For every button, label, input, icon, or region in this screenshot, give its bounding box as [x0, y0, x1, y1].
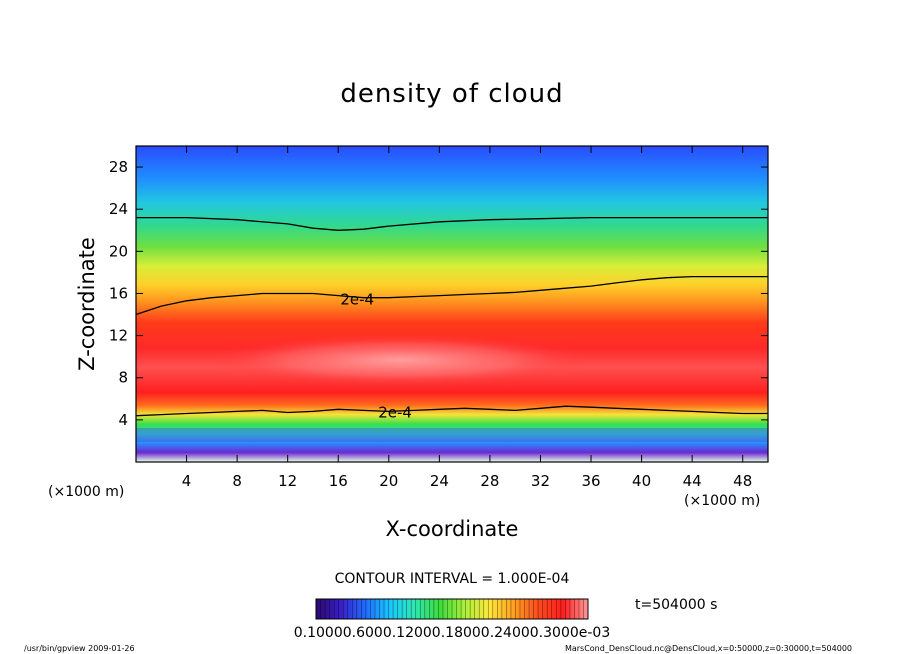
- x-tick-label: 16: [329, 472, 348, 490]
- y-tick-label: 8: [118, 369, 128, 387]
- x-unit-left: (×1000 m): [48, 484, 124, 500]
- contour-upper: [135, 275, 768, 316]
- plot-frame: [135, 145, 769, 463]
- contour-interval-text: CONTOUR INTERVAL = 1.000E-04: [335, 571, 570, 587]
- contour-label: 2e-4: [340, 291, 374, 309]
- x-axis-ticks: 4 8 12 16 20 24 28 32 36 40 44 48: [182, 146, 752, 490]
- x-tick-label: 32: [531, 472, 550, 490]
- y-axis-ticks: 4 8 12 16 20 24 28: [109, 158, 768, 429]
- x-unit-right: (×1000 m): [684, 493, 760, 509]
- contour-lines: [135, 216, 768, 417]
- contour-lower: [135, 405, 768, 417]
- y-axis-label: Z-coordinate: [75, 237, 99, 371]
- ground-noise-band: [136, 428, 768, 442]
- y-tick-label: 28: [109, 158, 128, 176]
- x-tick-label: 48: [733, 472, 752, 490]
- footer-right: MarsCond_DensCloud.nc@DensCloud,x=0:5000…: [565, 644, 852, 653]
- y-tick-label: 16: [109, 284, 128, 302]
- contour-label: 2e-4: [378, 403, 412, 421]
- contour-top: [136, 216, 768, 231]
- contour-labels: 2e-4 2e-4: [340, 291, 412, 422]
- footer-left: /usr/bin/gpview 2009-01-26: [24, 644, 135, 653]
- plot-field: [136, 146, 768, 462]
- x-tick-label: 44: [683, 472, 702, 490]
- x-tick-label: 12: [278, 472, 297, 490]
- chart-title: density of cloud: [340, 79, 563, 109]
- x-tick-label: 8: [232, 472, 242, 490]
- y-tick-label: 4: [118, 411, 128, 429]
- x-tick-label: 40: [632, 472, 651, 490]
- y-tick-label: 24: [109, 200, 128, 218]
- cloud-core-highlight: [210, 334, 590, 386]
- y-tick-label: 20: [109, 242, 128, 260]
- x-tick-label: 24: [430, 472, 449, 490]
- x-tick-label: 4: [182, 472, 192, 490]
- x-tick-label: 20: [379, 472, 398, 490]
- x-tick-label: 36: [581, 472, 600, 490]
- x-tick-label: 28: [480, 472, 499, 490]
- time-label: t=504000 s: [635, 597, 717, 613]
- y-tick-label: 12: [109, 327, 128, 345]
- colorbar-ticks: [320, 599, 584, 619]
- x-axis-label: X-coordinate: [386, 517, 519, 541]
- colorbar-tick-labels: 0.10000.6000.12000.18000.24000.3000e-03: [294, 625, 611, 641]
